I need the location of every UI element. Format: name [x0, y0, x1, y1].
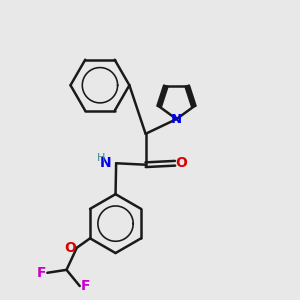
- Text: H: H: [97, 153, 105, 163]
- Text: O: O: [64, 241, 76, 255]
- Text: F: F: [81, 279, 90, 293]
- Text: N: N: [170, 112, 182, 126]
- Text: F: F: [37, 266, 46, 280]
- Text: O: O: [176, 156, 188, 170]
- Text: N: N: [100, 156, 112, 170]
